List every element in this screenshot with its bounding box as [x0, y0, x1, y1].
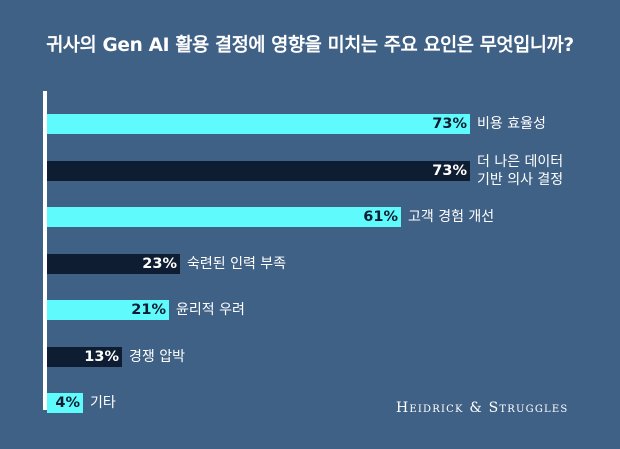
category-label-line: 기타 [90, 395, 116, 411]
brand-logo: Heidrick & Struggles [396, 400, 569, 416]
bar-value-label: 21% [131, 302, 166, 318]
category-label-line: 윤리적 우려 [176, 302, 245, 318]
bar: 13% [47, 347, 122, 367]
bar: 73% [47, 114, 470, 134]
bar: 21% [47, 300, 169, 320]
bar-value-label: 73% [432, 116, 467, 132]
category-label-line: 경쟁 압박 [129, 349, 185, 365]
bar-value-label: 73% [432, 163, 467, 179]
bar: 4% [47, 393, 83, 413]
bar: 73% [47, 161, 470, 181]
category-label: 고객 경험 개선 [408, 208, 494, 226]
category-label-line: 고객 경험 개선 [408, 209, 495, 225]
bar-value-label: 13% [84, 349, 119, 365]
category-label-line: 비용 효율성 [477, 116, 546, 132]
bar-value-label: 61% [363, 209, 398, 225]
category-label: 숙련된 인력 부족 [187, 255, 286, 273]
bar-value-label: 23% [142, 256, 177, 272]
y-axis-line [43, 91, 47, 410]
category-label-line: 숙련된 인력 부족 [187, 256, 287, 272]
category-label: 비용 효율성 [477, 115, 546, 133]
bar: 23% [47, 254, 180, 274]
category-label: 경쟁 압박 [129, 348, 185, 366]
category-label: 윤리적 우려 [176, 301, 245, 319]
category-label: 기타 [90, 394, 116, 412]
bar-value-label: 4% [55, 395, 80, 411]
chart-title: 귀사의 Gen AI 활용 결정에 영향을 미치는 주요 요인은 무엇입니까? [46, 35, 574, 56]
category-label-line: 기반 의사 결정 [477, 172, 564, 188]
bar: 61% [47, 207, 401, 227]
category-label-line: 더 나은 데이터 [477, 154, 564, 170]
